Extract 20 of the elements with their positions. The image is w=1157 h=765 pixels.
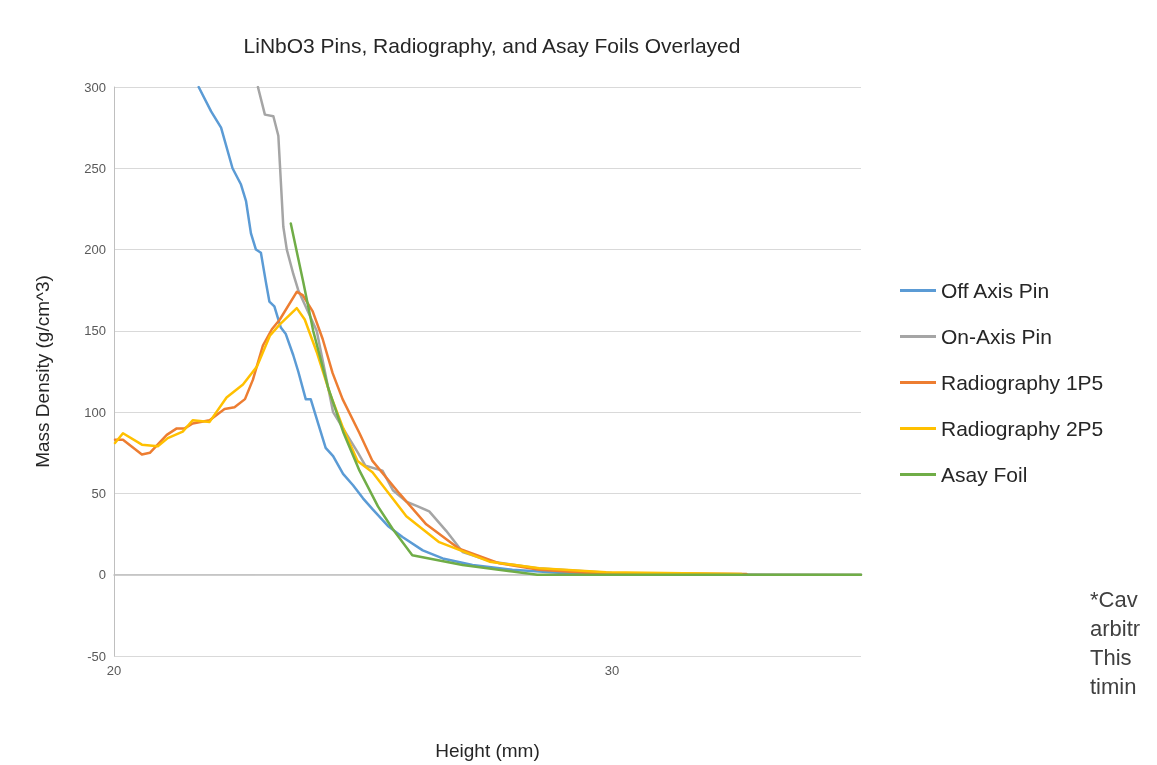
y-tick-label: -50 bbox=[87, 648, 106, 664]
x-tick-label: 30 bbox=[604, 663, 620, 678]
x-axis-title: Height (mm) bbox=[435, 740, 540, 761]
y-tick-label: 300 bbox=[84, 79, 106, 95]
y-axis-title: Mass Density (g/cm^3) bbox=[32, 275, 53, 468]
legend-label: Radiography 2P5 bbox=[941, 417, 1104, 440]
legend-label: On-Axis Pin bbox=[941, 325, 1052, 348]
text: *Cav arbitr This timin bbox=[1090, 587, 1141, 699]
line-series bbox=[289, 222, 863, 576]
y-tick-label: 200 bbox=[84, 242, 106, 258]
legend-label: Asay Foil bbox=[941, 463, 1028, 486]
y-tick-label: 50 bbox=[91, 485, 106, 501]
y-tick-label: 150 bbox=[84, 323, 106, 339]
legend-label: Off Axis Pin bbox=[941, 279, 1050, 302]
y-tick-label: 250 bbox=[84, 160, 106, 176]
legend-label: Radiography 1P5 bbox=[941, 371, 1104, 394]
chart-title: LiNbO3 Pins, Radiography, and Asay Foils Overlayed bbox=[243, 34, 741, 57]
y-tick-label: 0 bbox=[98, 567, 106, 583]
x-tick-label: 20 bbox=[106, 663, 122, 678]
y-tick-label: 100 bbox=[84, 404, 106, 420]
